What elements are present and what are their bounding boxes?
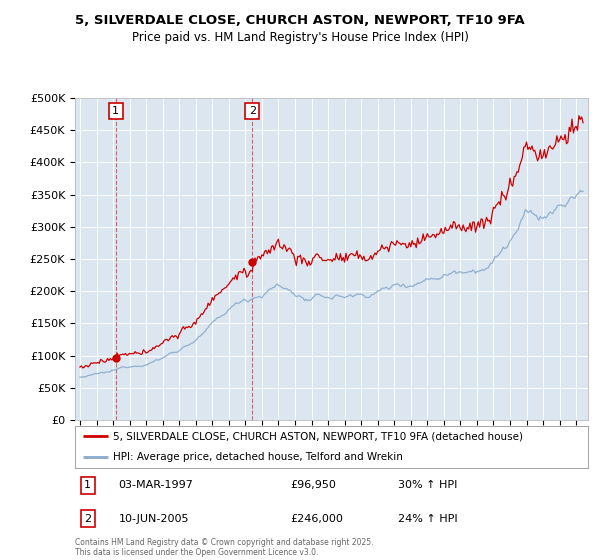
Text: 24% ↑ HPI: 24% ↑ HPI — [398, 514, 458, 524]
Text: 10-JUN-2005: 10-JUN-2005 — [119, 514, 189, 524]
Text: 03-MAR-1997: 03-MAR-1997 — [119, 480, 193, 490]
Text: Contains HM Land Registry data © Crown copyright and database right 2025.
This d: Contains HM Land Registry data © Crown c… — [75, 538, 373, 557]
Text: HPI: Average price, detached house, Telford and Wrekin: HPI: Average price, detached house, Telf… — [113, 452, 403, 462]
Text: £246,000: £246,000 — [290, 514, 343, 524]
Text: 1: 1 — [112, 106, 119, 116]
Text: Price paid vs. HM Land Registry's House Price Index (HPI): Price paid vs. HM Land Registry's House … — [131, 31, 469, 44]
Text: 5, SILVERDALE CLOSE, CHURCH ASTON, NEWPORT, TF10 9FA: 5, SILVERDALE CLOSE, CHURCH ASTON, NEWPO… — [75, 14, 525, 27]
Text: 2: 2 — [248, 106, 256, 116]
Text: 1: 1 — [85, 480, 91, 490]
Text: 30% ↑ HPI: 30% ↑ HPI — [398, 480, 458, 490]
Text: £96,950: £96,950 — [290, 480, 337, 490]
Text: 2: 2 — [84, 514, 91, 524]
Text: 5, SILVERDALE CLOSE, CHURCH ASTON, NEWPORT, TF10 9FA (detached house): 5, SILVERDALE CLOSE, CHURCH ASTON, NEWPO… — [113, 431, 523, 441]
